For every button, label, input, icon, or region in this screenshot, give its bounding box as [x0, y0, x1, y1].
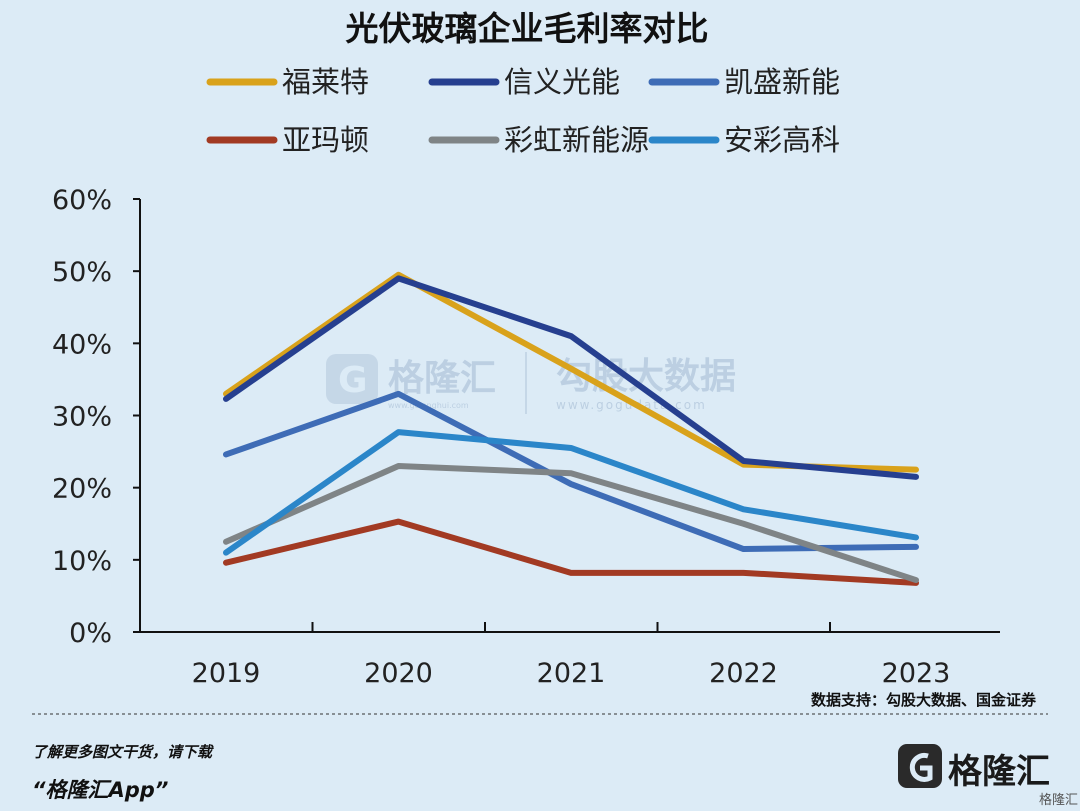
svg-text:G: G: [338, 360, 368, 401]
footer-line1: 了解更多图文干货，请下载: [32, 743, 214, 761]
series-line-凯盛新能: [223, 390, 919, 553]
footer-app-name: “格隆汇App”: [32, 778, 168, 802]
y-tick-label: 50%: [52, 257, 112, 288]
axes: 0% 10% 20% 30% 40% 50% 60% 2019 2020 2021 2022 2023: [52, 185, 1000, 689]
series-line-亚玛顿: [223, 518, 919, 586]
series-lines: [223, 271, 919, 586]
legend-label: 安彩高科: [724, 123, 840, 157]
x-tick-label: 2021: [537, 658, 606, 689]
watermark-brand: 格隆汇: [388, 358, 496, 399]
y-tick-label: 20%: [52, 474, 112, 505]
legend-label: 亚玛顿: [282, 123, 369, 157]
y-tick-label: 10%: [52, 546, 112, 577]
legend-label: 彩虹新能源: [504, 123, 649, 157]
brand-logo-name: 格隆汇: [948, 752, 1050, 792]
watermark-brand-url: www.gelonghui.com: [388, 401, 469, 410]
brand-logo: 格隆汇 格隆汇: [898, 744, 1078, 808]
y-tick-label: 0%: [69, 618, 112, 649]
series-line-安彩高科: [223, 429, 919, 556]
series-line-信义光能: [223, 275, 919, 480]
x-tick-label: 2022: [709, 658, 778, 689]
chart-title: 光伏玻璃企业毛利率对比: [346, 9, 709, 48]
x-tick-label: 2023: [882, 658, 951, 689]
legend-label: 凯盛新能: [724, 65, 840, 99]
legend-label: 福莱特: [282, 65, 369, 99]
brand-logo-watermark: 格隆汇: [1039, 792, 1078, 808]
y-tick-label: 40%: [52, 329, 112, 360]
legend-label: 信义光能: [504, 65, 620, 99]
x-tick-label: 2020: [364, 658, 433, 689]
source-text: 数据支持：勾股大数据、国金证券: [811, 691, 1037, 709]
x-tick-label: 2019: [192, 658, 261, 689]
series-line-彩虹新能源: [223, 463, 919, 584]
y-tick-label: 60%: [52, 185, 112, 216]
watermark: G 格隆汇 www.gelonghui.com 勾股大数据 www.goguda…: [326, 352, 736, 414]
watermark-logo-icon: [326, 354, 378, 404]
y-tick-label: 30%: [52, 402, 112, 433]
